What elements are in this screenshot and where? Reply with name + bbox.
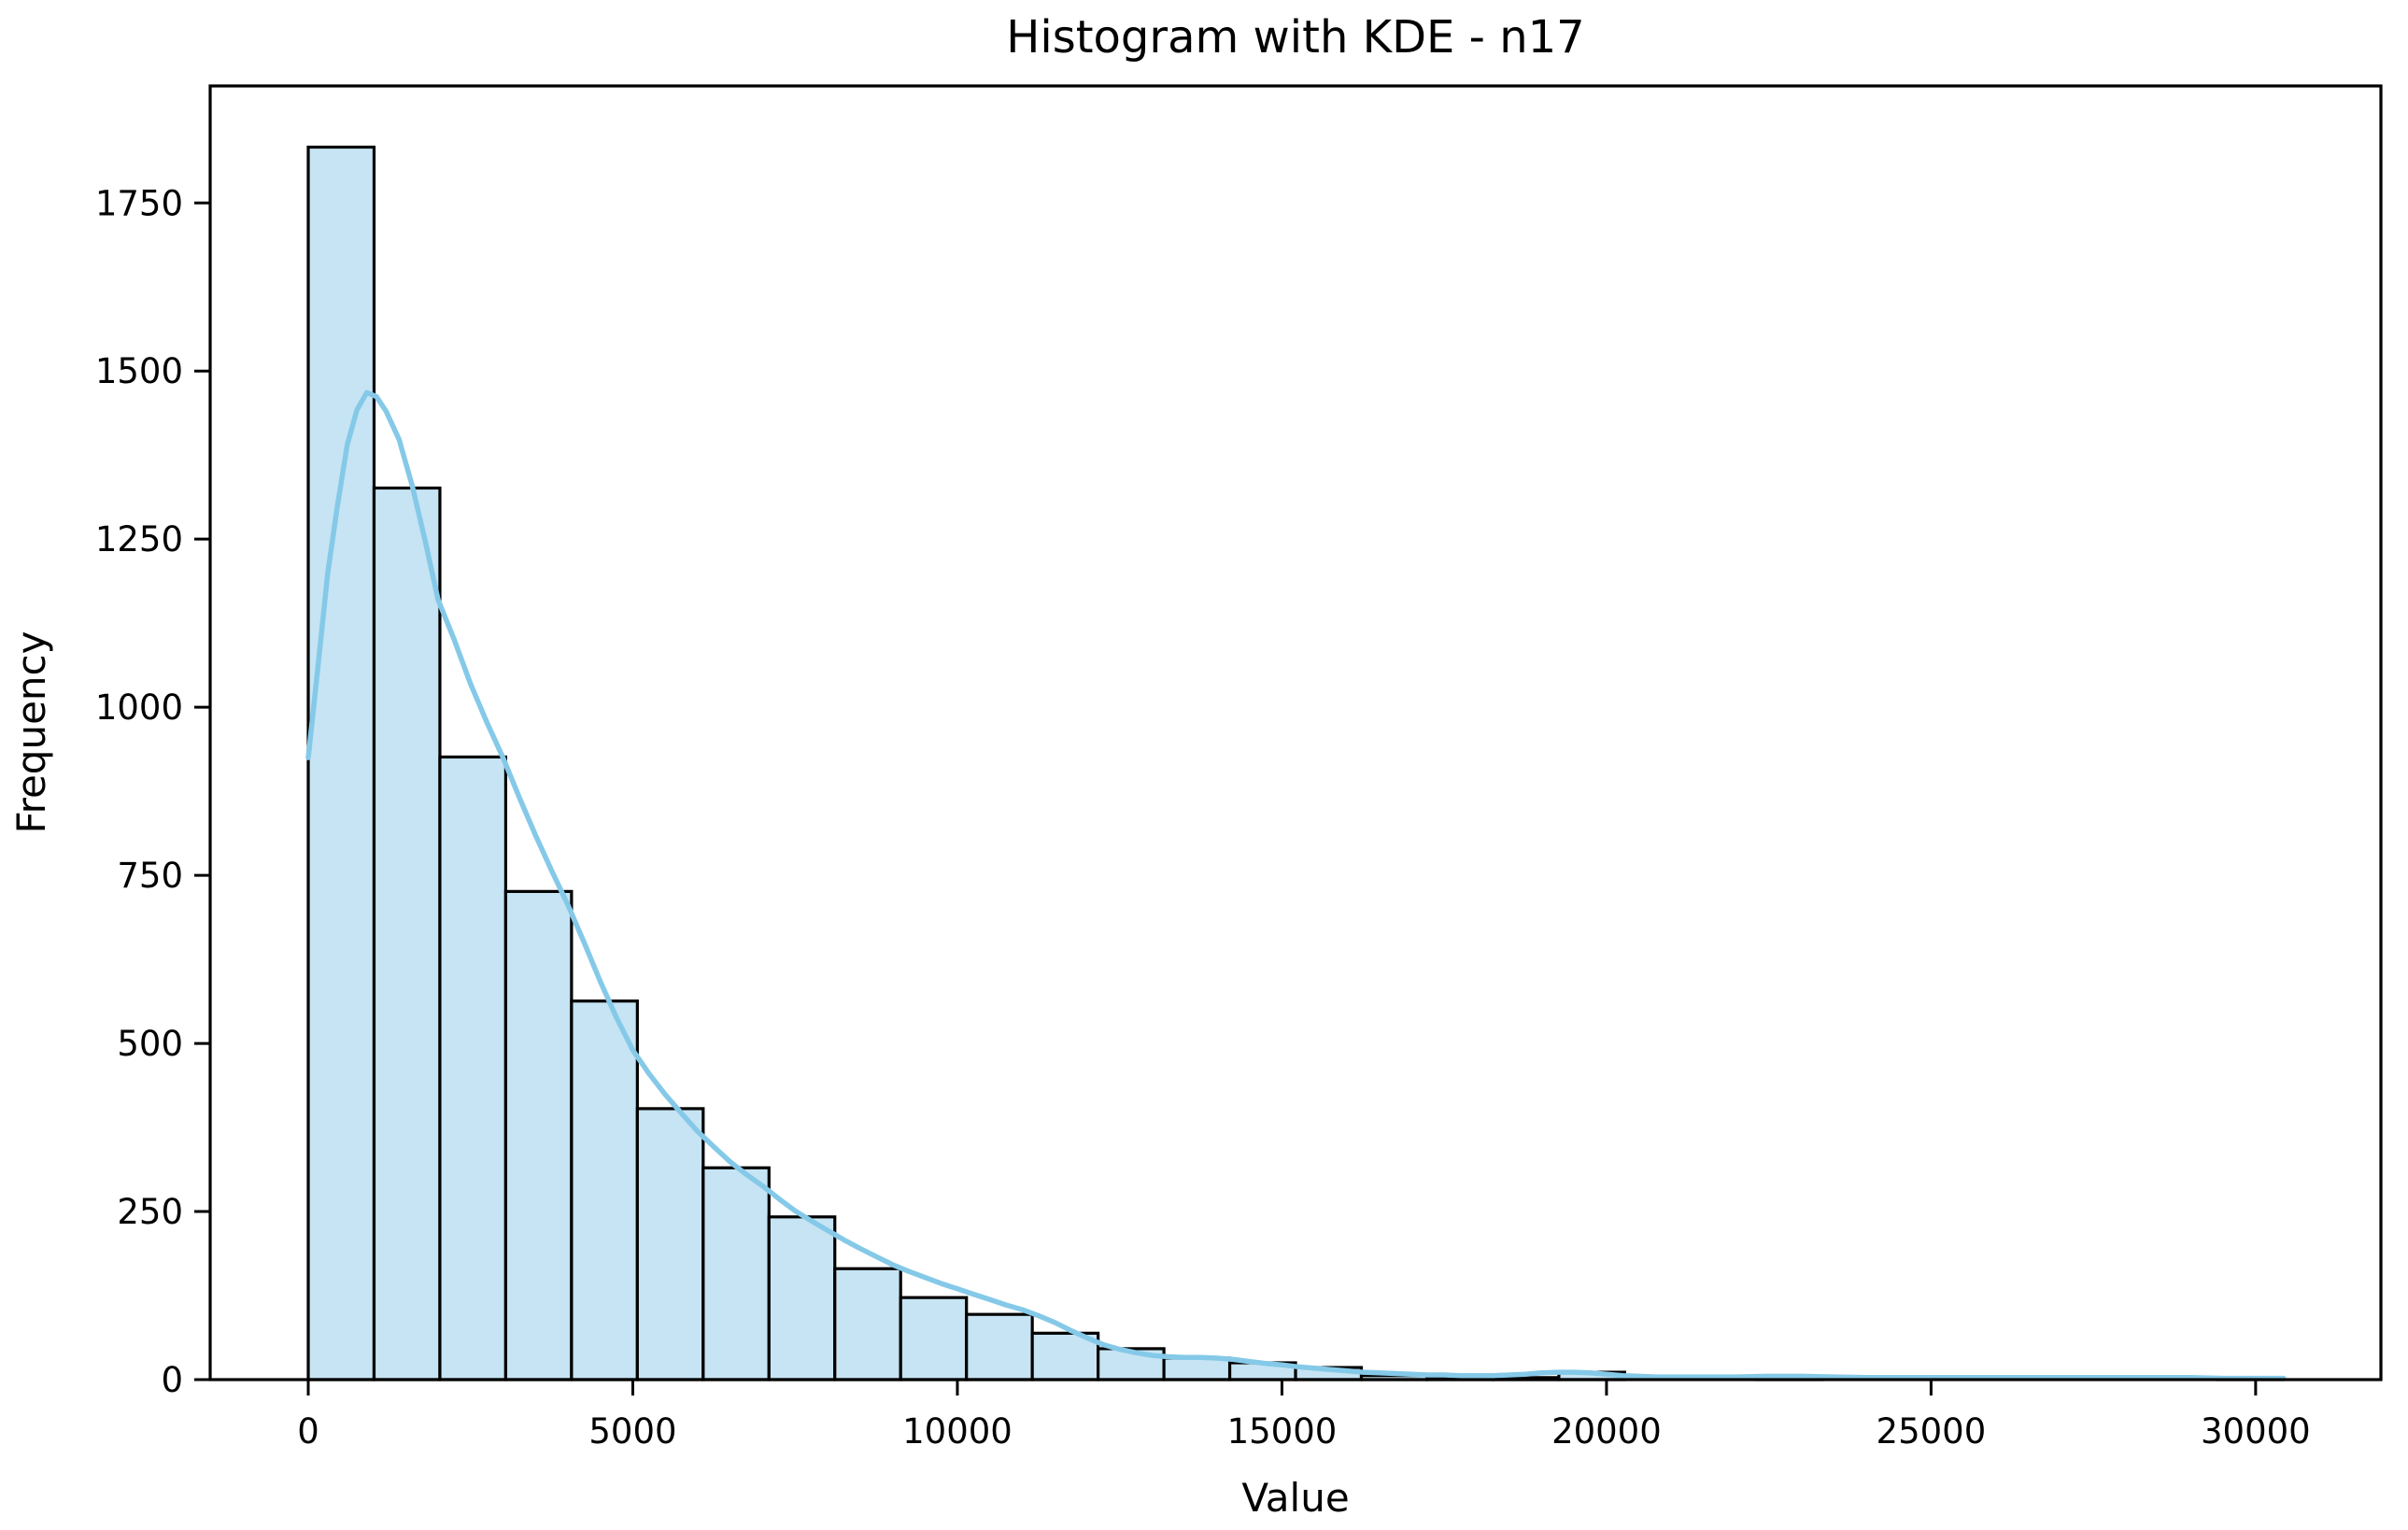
x-tick-label: 30000 xyxy=(2201,1411,2311,1452)
chart-title: Histogram with KDE - n17 xyxy=(1006,11,1584,64)
kde-curve-group xyxy=(305,390,2287,1381)
x-tick-label: 15000 xyxy=(1227,1411,1338,1452)
histogram-bar xyxy=(503,889,574,1381)
x-axis-label: Value xyxy=(1241,1475,1349,1521)
y-tick-label: 0 xyxy=(161,1360,183,1400)
x-tick-label: 10000 xyxy=(902,1411,1013,1452)
histogram-bar xyxy=(1162,1356,1232,1381)
x-axis-ticks: 0 5000 10000 15000 20000 25000 30000 xyxy=(297,1380,2311,1452)
histogram-bar xyxy=(570,999,639,1381)
y-tick-label: 500 xyxy=(117,1024,183,1064)
histogram-bar xyxy=(833,1267,902,1381)
x-tick-label: 5000 xyxy=(588,1411,676,1452)
y-axis-ticks: 0 250 500 750 1000 1250 1500 1750 xyxy=(95,183,210,1400)
histogram-bar xyxy=(635,1107,705,1381)
histogram-bar xyxy=(899,1296,969,1381)
histogram-bar xyxy=(767,1215,837,1381)
histogram-bar xyxy=(438,755,508,1381)
x-tick-label: 0 xyxy=(297,1411,319,1452)
plot-border-group xyxy=(208,84,2383,1381)
y-tick-label: 1750 xyxy=(95,183,183,223)
histogram-bar xyxy=(306,145,376,1381)
histogram-bar xyxy=(965,1312,1034,1381)
y-tick-label: 250 xyxy=(117,1192,183,1232)
histogram-bar xyxy=(701,1166,771,1381)
y-tick-label: 1500 xyxy=(95,351,183,391)
x-tick-label: 25000 xyxy=(1877,1411,1987,1452)
x-tick-label: 20000 xyxy=(1551,1411,1662,1452)
y-tick-label: 750 xyxy=(117,856,183,896)
y-tick-label: 1000 xyxy=(95,687,183,728)
histogram-bars xyxy=(306,145,2285,1381)
y-tick-label: 1250 xyxy=(95,519,183,560)
histogram-bar xyxy=(372,486,442,1381)
kde-curve xyxy=(305,390,2287,1381)
y-axis-label: Frequency xyxy=(8,631,54,834)
plot-area-border xyxy=(208,84,2383,1381)
